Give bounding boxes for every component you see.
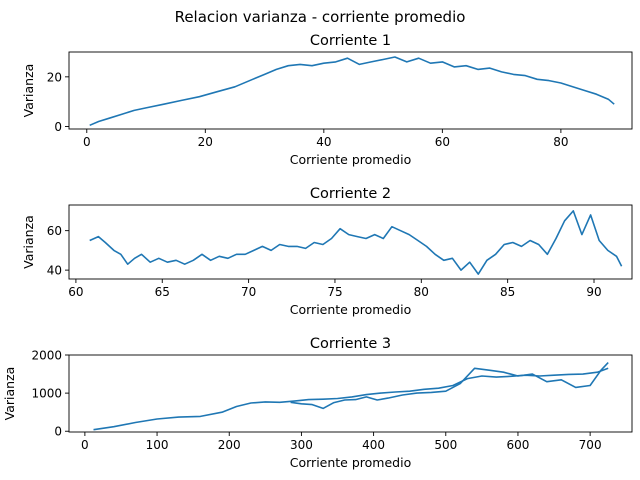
x-tick-label: 500 xyxy=(434,438,457,452)
series-line-1 xyxy=(89,210,623,275)
series-group xyxy=(89,56,615,127)
x-tick-label: 80 xyxy=(553,135,568,149)
subplots: Corriente 1 0 20 40 60 80 0 20 Corriente promedi… xyxy=(2,33,633,470)
x-tick-label: 80 xyxy=(414,285,429,299)
y-tick-label: 2000 xyxy=(31,349,62,363)
y-tick-label: 1000 xyxy=(31,387,62,401)
x-tick-label: 200 xyxy=(218,438,241,452)
x-tick-label: 90 xyxy=(586,285,601,299)
x-axis-label: Corriente promedio xyxy=(290,302,411,317)
subplot-title: Corriente 1 xyxy=(310,33,391,49)
subplot-title: Corriente 2 xyxy=(310,186,391,202)
x-axis-label: Corriente promedio xyxy=(290,152,411,167)
y-tick-label: 20 xyxy=(47,70,62,84)
x-tick-label: 70 xyxy=(241,285,256,299)
x-tick-label: 65 xyxy=(155,285,170,299)
subplot-3: Corriente 3 0 100 200 300 400 500 600 700 0 1000 20… xyxy=(2,336,633,470)
x-tick-label: 0 xyxy=(83,135,91,149)
y-axis-label: Varianza xyxy=(2,367,17,421)
x-tick-label: 40 xyxy=(316,135,331,149)
y-tick-label: 60 xyxy=(47,224,62,238)
series-line-1 xyxy=(89,56,615,127)
x-tick-label: 75 xyxy=(327,285,342,299)
axes-frame xyxy=(68,51,633,130)
axes-frame xyxy=(68,204,633,280)
x-tick-label: 400 xyxy=(362,438,385,452)
subplot-title: Corriente 3 xyxy=(310,336,391,352)
series-line-2 xyxy=(290,362,609,410)
x-tick-label: 60 xyxy=(435,135,450,149)
series-group xyxy=(89,210,623,275)
x-tick-label: 85 xyxy=(500,285,515,299)
x-tick-label: 20 xyxy=(198,135,213,149)
x-tick-label: 700 xyxy=(579,438,602,452)
y-tick-label: 40 xyxy=(47,264,62,278)
series-line-1 xyxy=(93,367,609,431)
x-tick-label: 0 xyxy=(81,438,89,452)
y-axis-label: Varianza xyxy=(21,64,36,118)
subplot-2: Corriente 2 60 65 70 75 80 85 90 40 60 Corriente p… xyxy=(21,186,633,317)
x-tick-label: 600 xyxy=(507,438,530,452)
x-tick-label: 60 xyxy=(68,285,83,299)
series-group xyxy=(93,362,609,431)
y-tick-label: 0 xyxy=(54,120,62,134)
figure-suptitle: Relacion varianza - corriente promedio xyxy=(175,8,466,26)
x-tick-label: 300 xyxy=(290,438,313,452)
x-tick-label: 100 xyxy=(146,438,169,452)
subplot-1: Corriente 1 0 20 40 60 80 0 20 Corriente promedi… xyxy=(21,33,633,167)
y-axis-label: Varianza xyxy=(21,215,36,269)
x-axis-label: Corriente promedio xyxy=(290,455,411,470)
y-tick-label: 0 xyxy=(54,425,62,439)
